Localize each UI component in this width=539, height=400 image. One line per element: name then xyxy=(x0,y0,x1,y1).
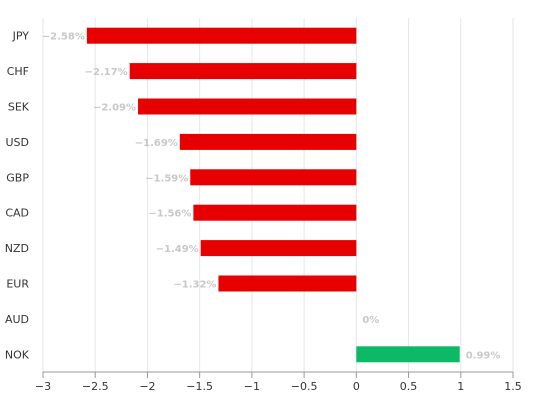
x-tick-label: 0.5 xyxy=(400,380,418,393)
bar-jpy[interactable] xyxy=(86,27,357,44)
category-label: EUR xyxy=(6,278,29,291)
value-label: −2.17% xyxy=(85,67,128,78)
x-tick-label: −1 xyxy=(244,380,260,393)
x-tick-label: −0.5 xyxy=(291,380,318,393)
category-label: GBP xyxy=(6,171,29,184)
category-label: JPY xyxy=(12,30,30,43)
value-label: −2.58% xyxy=(42,32,85,43)
x-tick-label: −2 xyxy=(139,380,155,393)
value-labels: −2.58% −2.17% −2.09% −1.69% −1.59% −1.56% −1.4… xyxy=(42,32,501,362)
value-label: −1.56% xyxy=(148,209,191,220)
bar-nok[interactable] xyxy=(356,346,460,363)
bar-chf[interactable] xyxy=(129,63,357,80)
x-tick-label: −1.5 xyxy=(186,380,213,393)
category-label: NZD xyxy=(5,242,29,255)
x-tick-label: −3 xyxy=(35,380,51,393)
bar-eur[interactable] xyxy=(218,275,357,292)
x-axis: −3 −2.5 −2 −1.5 −1 −0.5 0 0.5 1 1.5 xyxy=(35,371,522,393)
value-label: −2.09% xyxy=(93,103,136,114)
value-label: −1.32% xyxy=(173,280,216,291)
category-label: CHF xyxy=(7,65,29,78)
x-tick-label: −2.5 xyxy=(82,380,109,393)
x-tick-label: 1.5 xyxy=(504,380,522,393)
bars xyxy=(86,27,460,363)
category-label: NOK xyxy=(5,348,30,361)
bar-gbp[interactable] xyxy=(190,169,357,186)
value-label: −1.49% xyxy=(156,244,199,255)
x-tick-label: 0 xyxy=(353,380,360,393)
value-label: −1.69% xyxy=(135,138,178,149)
value-label: −1.59% xyxy=(145,173,188,184)
category-label: USD xyxy=(5,136,29,149)
value-label: 0.99% xyxy=(466,350,501,361)
value-label: 0% xyxy=(362,315,379,326)
category-labels: JPY CHF SEK USD GBP CAD NZD EUR AUD NOK xyxy=(5,30,30,362)
category-label: SEK xyxy=(8,101,30,114)
bar-cad[interactable] xyxy=(193,204,357,221)
category-label: AUD xyxy=(5,313,29,326)
category-label: CAD xyxy=(5,207,29,220)
x-tick-label: 1 xyxy=(457,380,464,393)
bar-usd[interactable] xyxy=(179,133,357,150)
bar-nzd[interactable] xyxy=(200,240,357,257)
bar-sek[interactable] xyxy=(138,98,357,115)
